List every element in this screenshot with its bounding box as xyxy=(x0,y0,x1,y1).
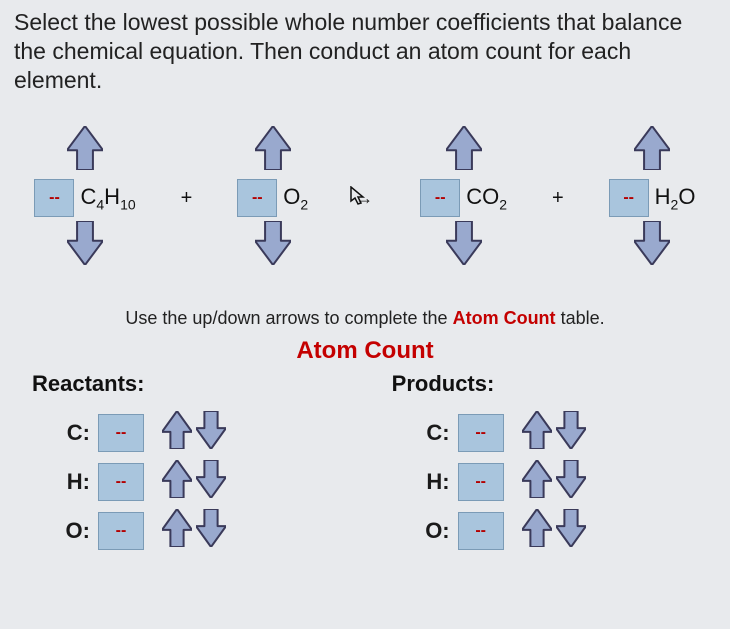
product-down-c[interactable] xyxy=(556,411,586,454)
term-o2: -- O2 xyxy=(237,122,308,274)
product-up-c[interactable] xyxy=(522,411,552,454)
product-up-o[interactable] xyxy=(522,509,552,552)
elem-label-o: O: xyxy=(54,518,90,544)
formula-c4h10: C4H10 xyxy=(80,184,135,212)
hint-text: Use the up/down arrows to complete the A… xyxy=(14,308,716,329)
coeff-down-h2o[interactable] xyxy=(634,221,670,270)
reactant-down-o[interactable] xyxy=(196,509,226,552)
coeff-down-co2[interactable] xyxy=(446,221,482,270)
plus-1: + xyxy=(181,187,193,210)
product-row-o: O: -- xyxy=(392,509,698,552)
product-val-h[interactable]: -- xyxy=(458,463,504,501)
term-c4h10: -- C4H10 xyxy=(34,122,135,274)
coeff-box-c4h10[interactable]: -- xyxy=(34,179,74,217)
atom-count-area: Reactants: C: -- H: -- O: -- xyxy=(14,371,716,558)
elem-label-h: H: xyxy=(54,469,90,495)
reactant-row-h: H: -- xyxy=(32,460,338,503)
coeff-up-co2[interactable] xyxy=(446,126,482,175)
elem-label-c2: C: xyxy=(414,420,450,446)
product-val-o[interactable]: -- xyxy=(458,512,504,550)
elem-label-h2: H: xyxy=(414,469,450,495)
product-down-o[interactable] xyxy=(556,509,586,552)
formula-o2: O2 xyxy=(283,184,308,212)
product-val-c[interactable]: -- xyxy=(458,414,504,452)
instruction-text: Select the lowest possible whole number … xyxy=(14,8,716,94)
reactant-down-h[interactable] xyxy=(196,460,226,503)
elem-label-o2: O: xyxy=(414,518,450,544)
coeff-up-c4h10[interactable] xyxy=(67,126,103,175)
plus-2: + xyxy=(552,187,564,210)
reactant-down-c[interactable] xyxy=(196,411,226,454)
reactant-up-c[interactable] xyxy=(162,411,192,454)
products-label: Products: xyxy=(392,371,698,397)
formula-co2: CO2 xyxy=(466,184,507,212)
hint-post: table. xyxy=(556,308,605,328)
atom-count-title: Atom Count xyxy=(14,337,716,365)
coeff-box-co2[interactable]: -- xyxy=(420,179,460,217)
coeff-box-h2o[interactable]: -- xyxy=(609,179,649,217)
term-h2o: -- H2O xyxy=(609,122,696,274)
yields-arrow: → xyxy=(355,188,373,209)
coeff-box-o2[interactable]: -- xyxy=(237,179,277,217)
coeff-down-c4h10[interactable] xyxy=(67,221,103,270)
reactant-val-o[interactable]: -- xyxy=(98,512,144,550)
hint-pre: Use the up/down arrows to complete the xyxy=(125,308,452,328)
reactants-column: Reactants: C: -- H: -- O: -- xyxy=(32,371,338,558)
formula-h2o: H2O xyxy=(655,184,696,212)
reactant-row-c: C: -- xyxy=(32,411,338,454)
equation-row: -- C4H10 + -- O2 → -- CO2 + xyxy=(14,122,716,274)
reactant-val-c[interactable]: -- xyxy=(98,414,144,452)
reactant-up-h[interactable] xyxy=(162,460,192,503)
product-down-h[interactable] xyxy=(556,460,586,503)
coeff-up-o2[interactable] xyxy=(255,126,291,175)
reactant-up-o[interactable] xyxy=(162,509,192,552)
product-up-h[interactable] xyxy=(522,460,552,503)
products-column: Products: C: -- H: -- O: -- xyxy=(392,371,698,558)
coeff-up-h2o[interactable] xyxy=(634,126,670,175)
reactants-label: Reactants: xyxy=(32,371,338,397)
coeff-down-o2[interactable] xyxy=(255,221,291,270)
hint-emph: Atom Count xyxy=(453,308,556,328)
product-row-c: C: -- xyxy=(392,411,698,454)
reactant-val-h[interactable]: -- xyxy=(98,463,144,501)
reactant-row-o: O: -- xyxy=(32,509,338,552)
product-row-h: H: -- xyxy=(392,460,698,503)
elem-label-c: C: xyxy=(54,420,90,446)
term-co2: -- CO2 xyxy=(420,122,507,274)
